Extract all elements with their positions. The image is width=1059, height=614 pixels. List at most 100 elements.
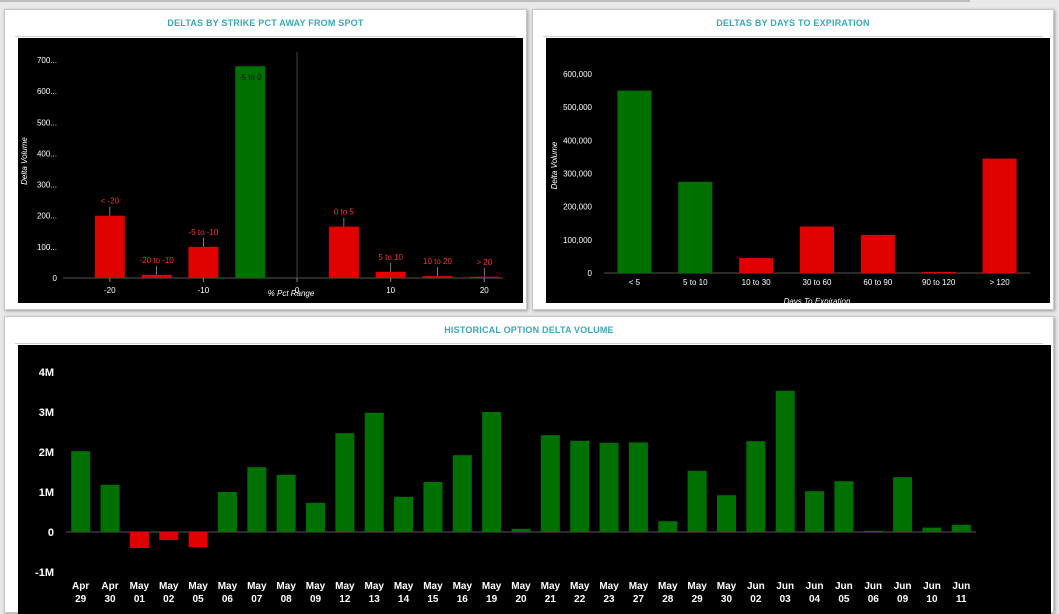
x-tick-month: May [687, 581, 707, 592]
x-tick-month: May [599, 581, 619, 592]
bar [276, 474, 296, 532]
data-label: 10 to 20 [423, 257, 452, 266]
data-label: 0 to 5 [334, 208, 355, 217]
x-tick-day: 07 [251, 594, 263, 605]
bar [217, 492, 237, 532]
bar [951, 524, 971, 532]
bar [423, 482, 443, 532]
x-tick-label: 10 [386, 286, 395, 295]
x-tick-month: Apr [72, 581, 89, 592]
bar [129, 532, 149, 548]
bar [511, 528, 531, 532]
x-tick-day: 15 [427, 594, 439, 605]
bar [834, 481, 854, 532]
bar [716, 495, 736, 532]
bar [805, 491, 825, 532]
x-tick-day: 30 [721, 594, 733, 605]
x-tick-month: May [306, 581, 326, 592]
bar [452, 455, 472, 532]
y-tick-label: 300... [37, 181, 57, 190]
y-tick-label: 0 [53, 274, 58, 283]
panel-rule [15, 36, 516, 37]
y-tick-label: 200,000 [563, 203, 592, 212]
y-tick-label: 0 [588, 269, 593, 278]
bar [364, 412, 384, 532]
x-tick-month: May [159, 581, 179, 592]
bar [188, 246, 219, 278]
bar [482, 412, 502, 532]
x-tick-day: 05 [193, 594, 205, 605]
x-tick-month: May [188, 581, 208, 592]
x-tick-day: 01 [134, 594, 146, 605]
bar [922, 527, 942, 532]
x-tick-month: May [247, 581, 267, 592]
x-tick-month: May [570, 581, 590, 592]
history-chart-area: -1M 0 1M 2M 3M 4M Apr 29 Apr 30 May 01 May 02 May 05 May… [18, 345, 1051, 614]
bar [159, 532, 179, 540]
bar [860, 234, 895, 273]
bar [141, 274, 172, 278]
x-tick-day: 06 [222, 594, 234, 605]
y-tick-label: 400,000 [563, 136, 592, 145]
y-tick-label: 3M [39, 407, 54, 419]
x-tick-day: 10 [926, 594, 938, 605]
x-tick-month: May [423, 581, 443, 592]
bar [628, 442, 648, 532]
x-tick-month: May [394, 581, 414, 592]
x-tick-month: May [130, 581, 150, 592]
x-tick-month: May [276, 581, 296, 592]
bar [921, 272, 956, 274]
panel-rule [15, 343, 1043, 344]
history-panel: HISTORICAL OPTION DELTA VOLUME -1M 0 1M 2M 3… [4, 316, 1054, 614]
x-tick-day: 02 [163, 594, 175, 605]
x-tick-month: May [629, 581, 649, 592]
x-tick-day: 06 [868, 594, 880, 605]
top-divider [0, 0, 970, 2]
y-tick-label: 100... [37, 243, 57, 252]
x-tick-day: 03 [780, 594, 792, 605]
y-tick-label: 600,000 [563, 70, 592, 79]
history-chart: -1M 0 1M 2M 3M 4M Apr 29 Apr 30 May 01 May 02 May 05 May… [35, 367, 976, 605]
data-label: -5 to 0 [239, 73, 262, 82]
bar [800, 226, 834, 273]
x-tick-label: 90 to 120 [922, 278, 956, 287]
data-label: < -20 [101, 197, 120, 206]
y-tick-label: 2M [39, 447, 54, 459]
y-tick-label: 1M [39, 487, 54, 499]
x-tick-month: May [511, 581, 531, 592]
data-label: > 20 [476, 258, 492, 267]
x-tick-day: 20 [515, 594, 527, 605]
y-tick-label: 4M [39, 367, 54, 379]
x-tick-label: 0 [295, 286, 300, 295]
x-tick-day: 16 [457, 594, 469, 605]
x-tick-month: May [335, 581, 355, 592]
x-tick-day: 19 [486, 594, 498, 605]
y-tick-label: 100,000 [563, 236, 592, 245]
bar [94, 215, 125, 278]
y-tick-label: 200... [37, 212, 57, 221]
history-panel-title: HISTORICAL OPTION DELTA VOLUME [444, 325, 614, 335]
bar [863, 530, 883, 532]
x-tick-label: < 5 [629, 278, 641, 287]
y-axis-title: Delta Volume [20, 137, 29, 185]
expiry-panel: DELTAS BY DAYS TO EXPIRATION 0 100,000 200… [532, 9, 1054, 310]
x-tick-day: 22 [574, 594, 586, 605]
data-label: -20 to -10 [139, 256, 174, 265]
x-tick-month: Jun [776, 581, 794, 592]
y-tick-label: 0 [48, 527, 54, 539]
bar [469, 276, 500, 278]
x-tick-day: 30 [104, 594, 116, 605]
bar [328, 226, 359, 278]
x-tick-day: 02 [750, 594, 762, 605]
strike-chart-area: 0 100... 200... 300... 400... 500... 600... 700… [18, 38, 523, 303]
x-tick-day: 12 [339, 594, 351, 605]
bar [100, 484, 120, 532]
y-tick-label: 300,000 [563, 170, 592, 179]
x-tick-month: Apr [101, 581, 118, 592]
y-tick-label: -1M [35, 567, 54, 579]
bar [982, 158, 1017, 273]
bar [893, 477, 913, 532]
bar [746, 441, 766, 532]
x-tick-month: May [218, 581, 238, 592]
x-tick-label: 60 to 90 [863, 278, 892, 287]
